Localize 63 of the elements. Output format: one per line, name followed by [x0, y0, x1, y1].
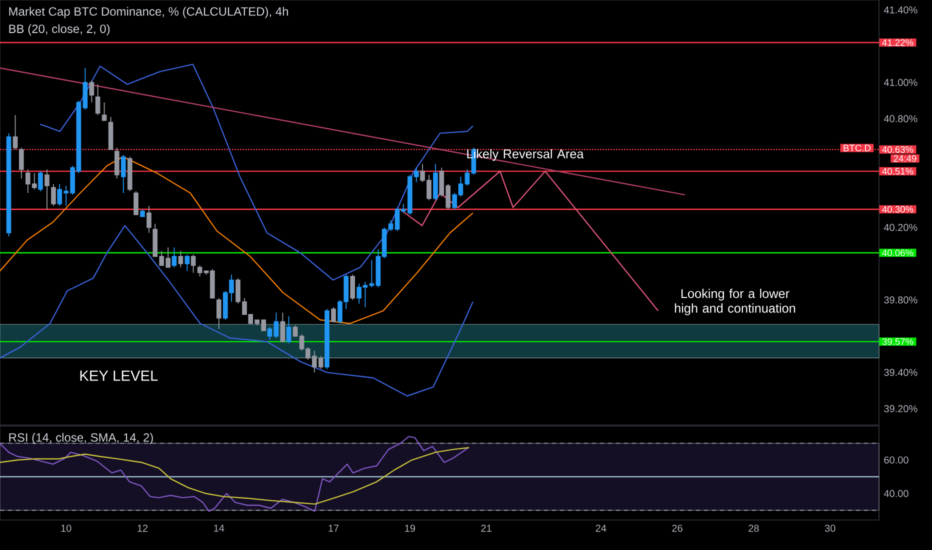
candlestick [38, 170, 43, 192]
candlestick [464, 168, 470, 186]
y-tick-label: 39.80% [884, 296, 918, 304]
candlestick [286, 316, 292, 344]
candlestick [89, 80, 94, 103]
candlestick [12, 114, 18, 150]
text: BB (20, close, 2, 0) [9, 24, 110, 36]
candlestick [190, 254, 196, 274]
candlestick [44, 168, 50, 210]
candlestick [114, 147, 120, 179]
candlestick [369, 260, 374, 288]
x-tick-label: 17 [328, 524, 339, 532]
text: 24:49 [894, 155, 916, 162]
ref-line-label: 40.63% [882, 146, 914, 153]
x-tick-label: 26 [672, 524, 682, 532]
x-tick-label: 14 [214, 524, 224, 532]
candlestick [146, 205, 152, 234]
ref-line-label: 40.51% [882, 168, 914, 175]
candlestick [120, 154, 126, 194]
y-tick-label: 40.00 [884, 490, 908, 498]
candlestick [172, 246, 177, 268]
ref-line-label: 41.22% [882, 39, 914, 46]
candlestick [280, 312, 286, 342]
y-tick-label: 39.20% [884, 405, 918, 412]
x-tick-label: 10 [61, 524, 72, 532]
x-tick-label: 28 [748, 524, 759, 532]
candlestick [184, 254, 190, 272]
candlestick [95, 84, 100, 116]
candlestick [134, 190, 138, 216]
y-tick-label: 39.40% [884, 368, 918, 376]
x-tick-label: 24 [596, 524, 606, 532]
annotation: Looking for a lower high and continuation [674, 288, 796, 316]
x-tick-label: 19 [405, 524, 415, 532]
candlestick [388, 220, 394, 232]
y-tick-label: 40.20% [884, 224, 918, 231]
band-label: KEY LEVEL [80, 370, 158, 381]
text: RSI (14, close, SMA, 14, 2) [9, 432, 153, 444]
candlestick [292, 324, 298, 337]
candlestick [197, 265, 202, 277]
line-series [0, 447, 470, 505]
ref-line-label: 40.30% [882, 206, 914, 213]
y-tick-label: 41.40% [884, 6, 918, 14]
annotation: BTC.D [844, 144, 871, 152]
line-series [0, 225, 474, 397]
line-series [399, 170, 659, 312]
candlestick [178, 250, 184, 268]
x-tick-label: 12 [138, 524, 148, 532]
x-tick-label: 21 [481, 524, 492, 532]
candlestick [51, 183, 56, 206]
y-tick-label: 60.00 [884, 456, 908, 464]
candlestick [216, 298, 222, 330]
ref-line-label: 39.57% [882, 338, 914, 345]
y-tick-label: 40.80% [884, 115, 918, 122]
x-tick-label: 30 [824, 524, 836, 532]
candlestick [350, 274, 356, 300]
y-tick-label: 41.00% [884, 78, 918, 86]
ref-line-label: 40.06% [882, 250, 914, 256]
candlestick [102, 102, 107, 121]
candlestick [18, 147, 24, 179]
text: Market Cap BTC Dominance, % (CALCULATED), 4h [9, 6, 288, 18]
candlestick [331, 306, 336, 322]
candlestick [267, 326, 272, 340]
candlestick [274, 312, 279, 338]
